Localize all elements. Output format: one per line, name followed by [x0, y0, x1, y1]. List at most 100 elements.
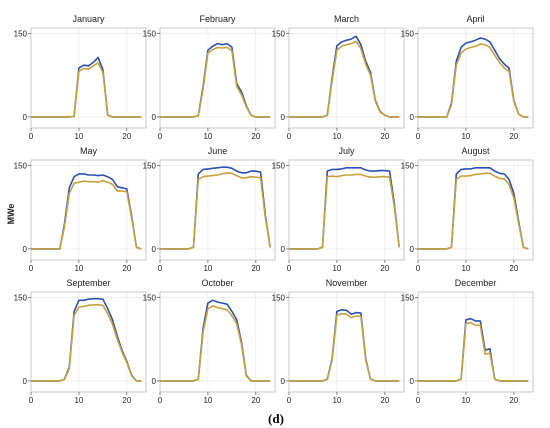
panel-frame — [288, 27, 405, 129]
y-tick-label: 0 — [23, 245, 28, 254]
x-tick-label: 0 — [287, 396, 292, 405]
panel-title: December — [455, 278, 497, 288]
panel-october: October 0 10 20 0 150 — [143, 278, 276, 405]
y-tick-label: 0 — [152, 113, 157, 122]
series-line-1 — [289, 309, 400, 382]
y-tick-label: 150 — [272, 162, 286, 171]
panel-title: October — [201, 278, 233, 288]
y-tick-label: 150 — [401, 30, 415, 39]
series-line-1 — [418, 37, 529, 118]
series-line-1 — [289, 35, 400, 118]
panel-frame — [30, 159, 147, 261]
x-tick-label: 20 — [122, 396, 131, 405]
x-tick-label: 0 — [287, 264, 292, 273]
y-tick-label: 150 — [143, 162, 157, 171]
y-tick-label: 150 — [272, 30, 286, 39]
panel-june: June 0 10 20 0 150 — [143, 146, 276, 273]
x-tick-label: 20 — [509, 264, 518, 273]
x-tick-label: 10 — [461, 132, 470, 141]
series-line-1 — [160, 166, 271, 250]
x-tick-label: 20 — [509, 396, 518, 405]
y-tick-label: 0 — [281, 113, 286, 122]
y-tick-label: 0 — [410, 113, 415, 122]
series-line-1 — [31, 297, 142, 382]
panel-november: November 0 10 20 0 150 — [272, 278, 405, 405]
x-tick-label: 10 — [332, 132, 341, 141]
x-tick-label: 0 — [29, 132, 34, 141]
x-tick-label: 20 — [122, 132, 131, 141]
series-line-1 — [160, 42, 271, 118]
series-line-2 — [160, 172, 271, 250]
series-line-2 — [160, 46, 271, 118]
panel-title: November — [326, 278, 368, 288]
series-line-2 — [418, 172, 529, 250]
series-line-2 — [289, 312, 400, 382]
x-tick-label: 0 — [29, 396, 34, 405]
series-line-2 — [31, 62, 142, 118]
panel-frame — [288, 159, 405, 261]
x-tick-label: 10 — [332, 264, 341, 273]
panel-title: January — [72, 14, 105, 24]
panel-frame — [159, 291, 276, 393]
y-tick-label: 0 — [23, 113, 28, 122]
x-tick-label: 20 — [509, 132, 518, 141]
y-tick-label: 150 — [401, 162, 415, 171]
series-line-1 — [289, 167, 400, 250]
panel-frame — [159, 27, 276, 129]
panel-title: September — [66, 278, 110, 288]
x-tick-label: 0 — [416, 132, 421, 141]
panel-may: May 0 10 20 0 150 — [14, 146, 147, 273]
series-line-1 — [31, 173, 142, 250]
series-line-2 — [289, 40, 400, 118]
y-tick-label: 0 — [410, 245, 415, 254]
y-axis-label: MWe — [6, 204, 16, 225]
x-tick-label: 20 — [380, 396, 389, 405]
series-line-1 — [160, 299, 271, 382]
x-tick-label: 20 — [251, 396, 260, 405]
x-tick-label: 20 — [251, 264, 260, 273]
x-tick-label: 10 — [203, 132, 212, 141]
panel-frame — [159, 159, 276, 261]
panel-frame — [417, 27, 534, 129]
y-tick-label: 150 — [272, 294, 286, 303]
panel-title: June — [208, 146, 228, 156]
series-line-2 — [31, 179, 142, 250]
panel-march: March 0 10 20 0 150 — [272, 14, 405, 141]
panel-february: February 0 10 20 0 150 — [143, 14, 276, 141]
series-line-1 — [418, 167, 529, 250]
y-tick-label: 0 — [23, 377, 28, 386]
panel-frame — [417, 159, 534, 261]
panel-july: July 0 10 20 0 150 — [272, 146, 405, 273]
y-tick-label: 0 — [410, 377, 415, 386]
y-tick-label: 150 — [14, 30, 28, 39]
series-line-1 — [31, 56, 142, 118]
series-line-2 — [31, 304, 142, 382]
x-tick-label: 20 — [122, 264, 131, 273]
panel-august: August 0 10 20 0 150 — [401, 146, 534, 273]
x-tick-label: 0 — [158, 132, 163, 141]
series-line-2 — [418, 321, 529, 382]
y-tick-label: 0 — [152, 245, 157, 254]
series-line-2 — [289, 173, 400, 250]
x-tick-label: 0 — [416, 264, 421, 273]
panel-frame — [30, 291, 147, 393]
x-tick-label: 10 — [203, 264, 212, 273]
panel-grid: January 0 10 20 0 150 February 0 10 20 0 150 March 0 1… — [14, 14, 534, 405]
panel-december: December 0 10 20 0 150 — [401, 278, 534, 405]
panel-september: September 0 10 20 0 150 — [14, 278, 147, 405]
x-tick-label: 10 — [461, 264, 470, 273]
y-tick-label: 150 — [14, 162, 28, 171]
panel-title: May — [80, 146, 98, 156]
panel-title: March — [334, 14, 359, 24]
x-tick-label: 10 — [74, 264, 83, 273]
panel-title: February — [199, 14, 236, 24]
panel-title: April — [466, 14, 484, 24]
x-tick-label: 0 — [158, 264, 163, 273]
y-tick-label: 0 — [281, 245, 286, 254]
panel-april: April 0 10 20 0 150 — [401, 14, 534, 141]
y-tick-label: 150 — [14, 294, 28, 303]
series-line-1 — [418, 317, 529, 382]
x-tick-label: 0 — [29, 264, 34, 273]
series-line-2 — [418, 43, 529, 118]
